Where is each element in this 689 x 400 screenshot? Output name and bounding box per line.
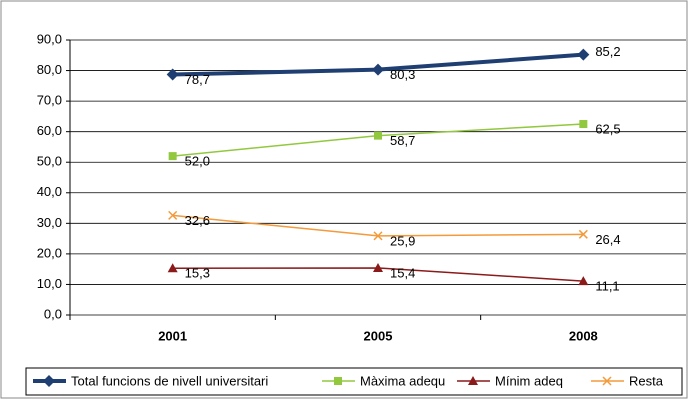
y-tick-label: 40,0 (37, 184, 62, 199)
data-point (167, 263, 178, 273)
data-point (577, 48, 590, 61)
data-label: 85,2 (595, 44, 620, 59)
y-tick-label: 60,0 (37, 123, 62, 138)
data-point (579, 120, 588, 129)
data-label: 78,7 (185, 72, 210, 87)
data-point (373, 262, 383, 272)
data-point (168, 152, 177, 161)
data-point (373, 231, 383, 241)
legend-marker (334, 377, 342, 385)
data-label: 15,3 (185, 266, 210, 281)
data-label: 80,3 (390, 67, 415, 82)
y-tick-label: 30,0 (37, 215, 62, 230)
x-tick-label: 2005 (364, 328, 393, 343)
legend-label: Mínim adeq (495, 373, 563, 388)
data-label: 32,6 (185, 213, 210, 228)
y-tick-label: 0,0 (44, 306, 62, 321)
data-label: 62,5 (595, 121, 620, 136)
x-tick-label: 2001 (158, 328, 187, 343)
y-tick-label: 80,0 (37, 62, 62, 77)
legend-marker (43, 375, 55, 387)
data-point (578, 229, 588, 239)
data-label: 58,7 (390, 133, 415, 148)
data-label: 15,4 (390, 265, 415, 280)
data-label: 11,1 (595, 279, 619, 294)
y-tick-label: 50,0 (37, 154, 62, 169)
data-label: 52,0 (185, 154, 210, 169)
data-point (374, 131, 382, 140)
legend-marker (468, 376, 478, 385)
legend-label: Resta (629, 373, 664, 388)
data-point (166, 68, 179, 81)
y-tick-label: 10,0 (37, 276, 62, 291)
data-point (578, 276, 589, 286)
legend-label: Màxima adequ (360, 373, 445, 388)
legend-marker (602, 376, 612, 386)
data-label: 25,9 (390, 233, 415, 248)
data-label: 26,4 (595, 232, 620, 247)
data-point (168, 210, 178, 220)
y-tick-label: 20,0 (37, 245, 62, 260)
y-tick-label: 90,0 (37, 31, 62, 46)
legend-label: Total funcions de nivell universitari (71, 373, 268, 388)
x-tick-label: 2008 (569, 328, 598, 343)
y-tick-label: 70,0 (37, 93, 62, 108)
data-point (372, 63, 384, 76)
